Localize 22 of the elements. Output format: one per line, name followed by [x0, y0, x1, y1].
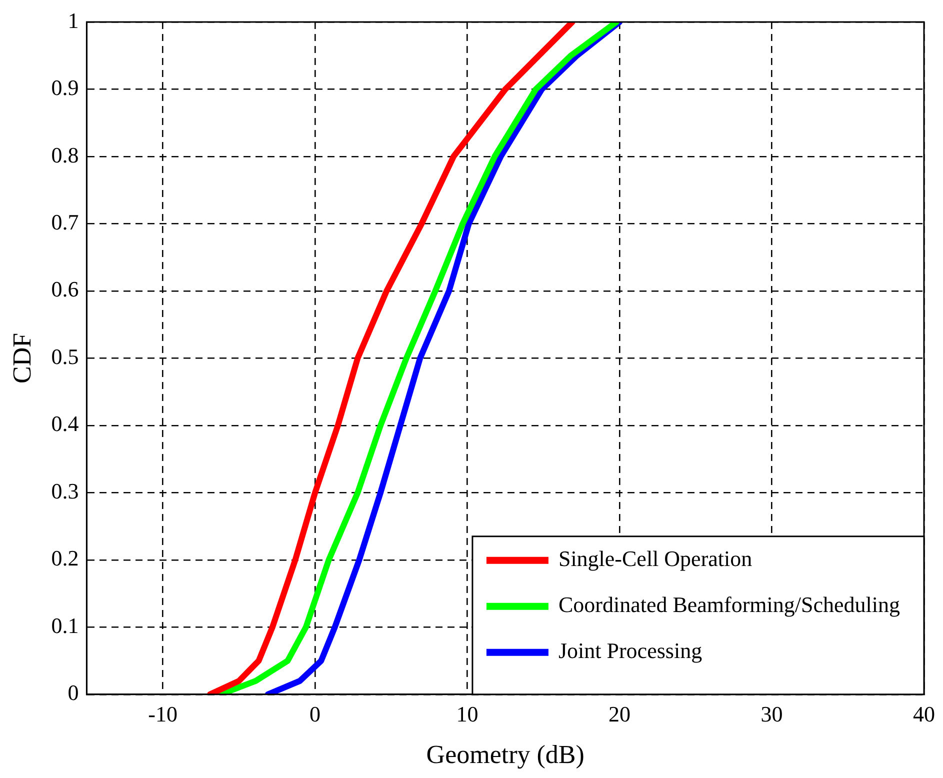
y-tick-label: 0.1	[51, 612, 79, 638]
x-tick-label: 20	[608, 701, 631, 726]
y-tick-label: 0.7	[51, 210, 79, 234]
x-axis-title: Geometry (dB)	[426, 740, 584, 770]
y-tick-label: 0.3	[51, 478, 79, 504]
legend-label: Coordinated Beamforming/Scheduling	[558, 592, 900, 618]
x-tick-label: 30	[760, 701, 783, 726]
y-tick-label: 0.9	[51, 75, 79, 100]
y-tick-label: 0	[68, 680, 79, 706]
x-tick-label: 10	[456, 701, 478, 726]
x-tick-label: 40	[913, 701, 935, 726]
y-tick-label: 0.8	[51, 142, 79, 168]
y-tick-label: 0.2	[51, 546, 79, 571]
y-axis-title: CDF	[7, 332, 36, 384]
x-tick-label: -10	[148, 701, 178, 726]
legend-label: Joint Processing	[558, 638, 702, 664]
y-tick-label: 0.5	[51, 344, 79, 369]
y-tick-label: 1	[68, 8, 79, 33]
y-tick-label: 0.6	[51, 276, 79, 302]
x-tick-label: 0	[310, 701, 321, 726]
legend-label: Single-Cell Operation	[558, 546, 752, 572]
y-tick-label: 0.4	[51, 411, 79, 436]
